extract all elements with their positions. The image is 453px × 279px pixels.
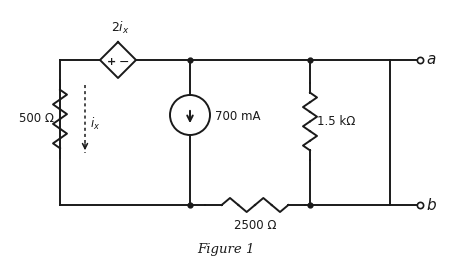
Text: $i_x$: $i_x$ (90, 116, 100, 132)
Text: Figure 1: Figure 1 (198, 244, 255, 256)
Text: 700 mA: 700 mA (215, 110, 260, 124)
Text: a: a (426, 52, 435, 68)
Text: 500 Ω: 500 Ω (19, 112, 54, 126)
Text: $2i_x$: $2i_x$ (111, 20, 130, 36)
Text: +: + (106, 57, 116, 67)
Text: b: b (426, 198, 436, 213)
Text: 2500 Ω: 2500 Ω (234, 219, 276, 232)
Text: 1.5 kΩ: 1.5 kΩ (317, 115, 355, 128)
Circle shape (170, 95, 210, 135)
Text: −: − (119, 56, 129, 69)
